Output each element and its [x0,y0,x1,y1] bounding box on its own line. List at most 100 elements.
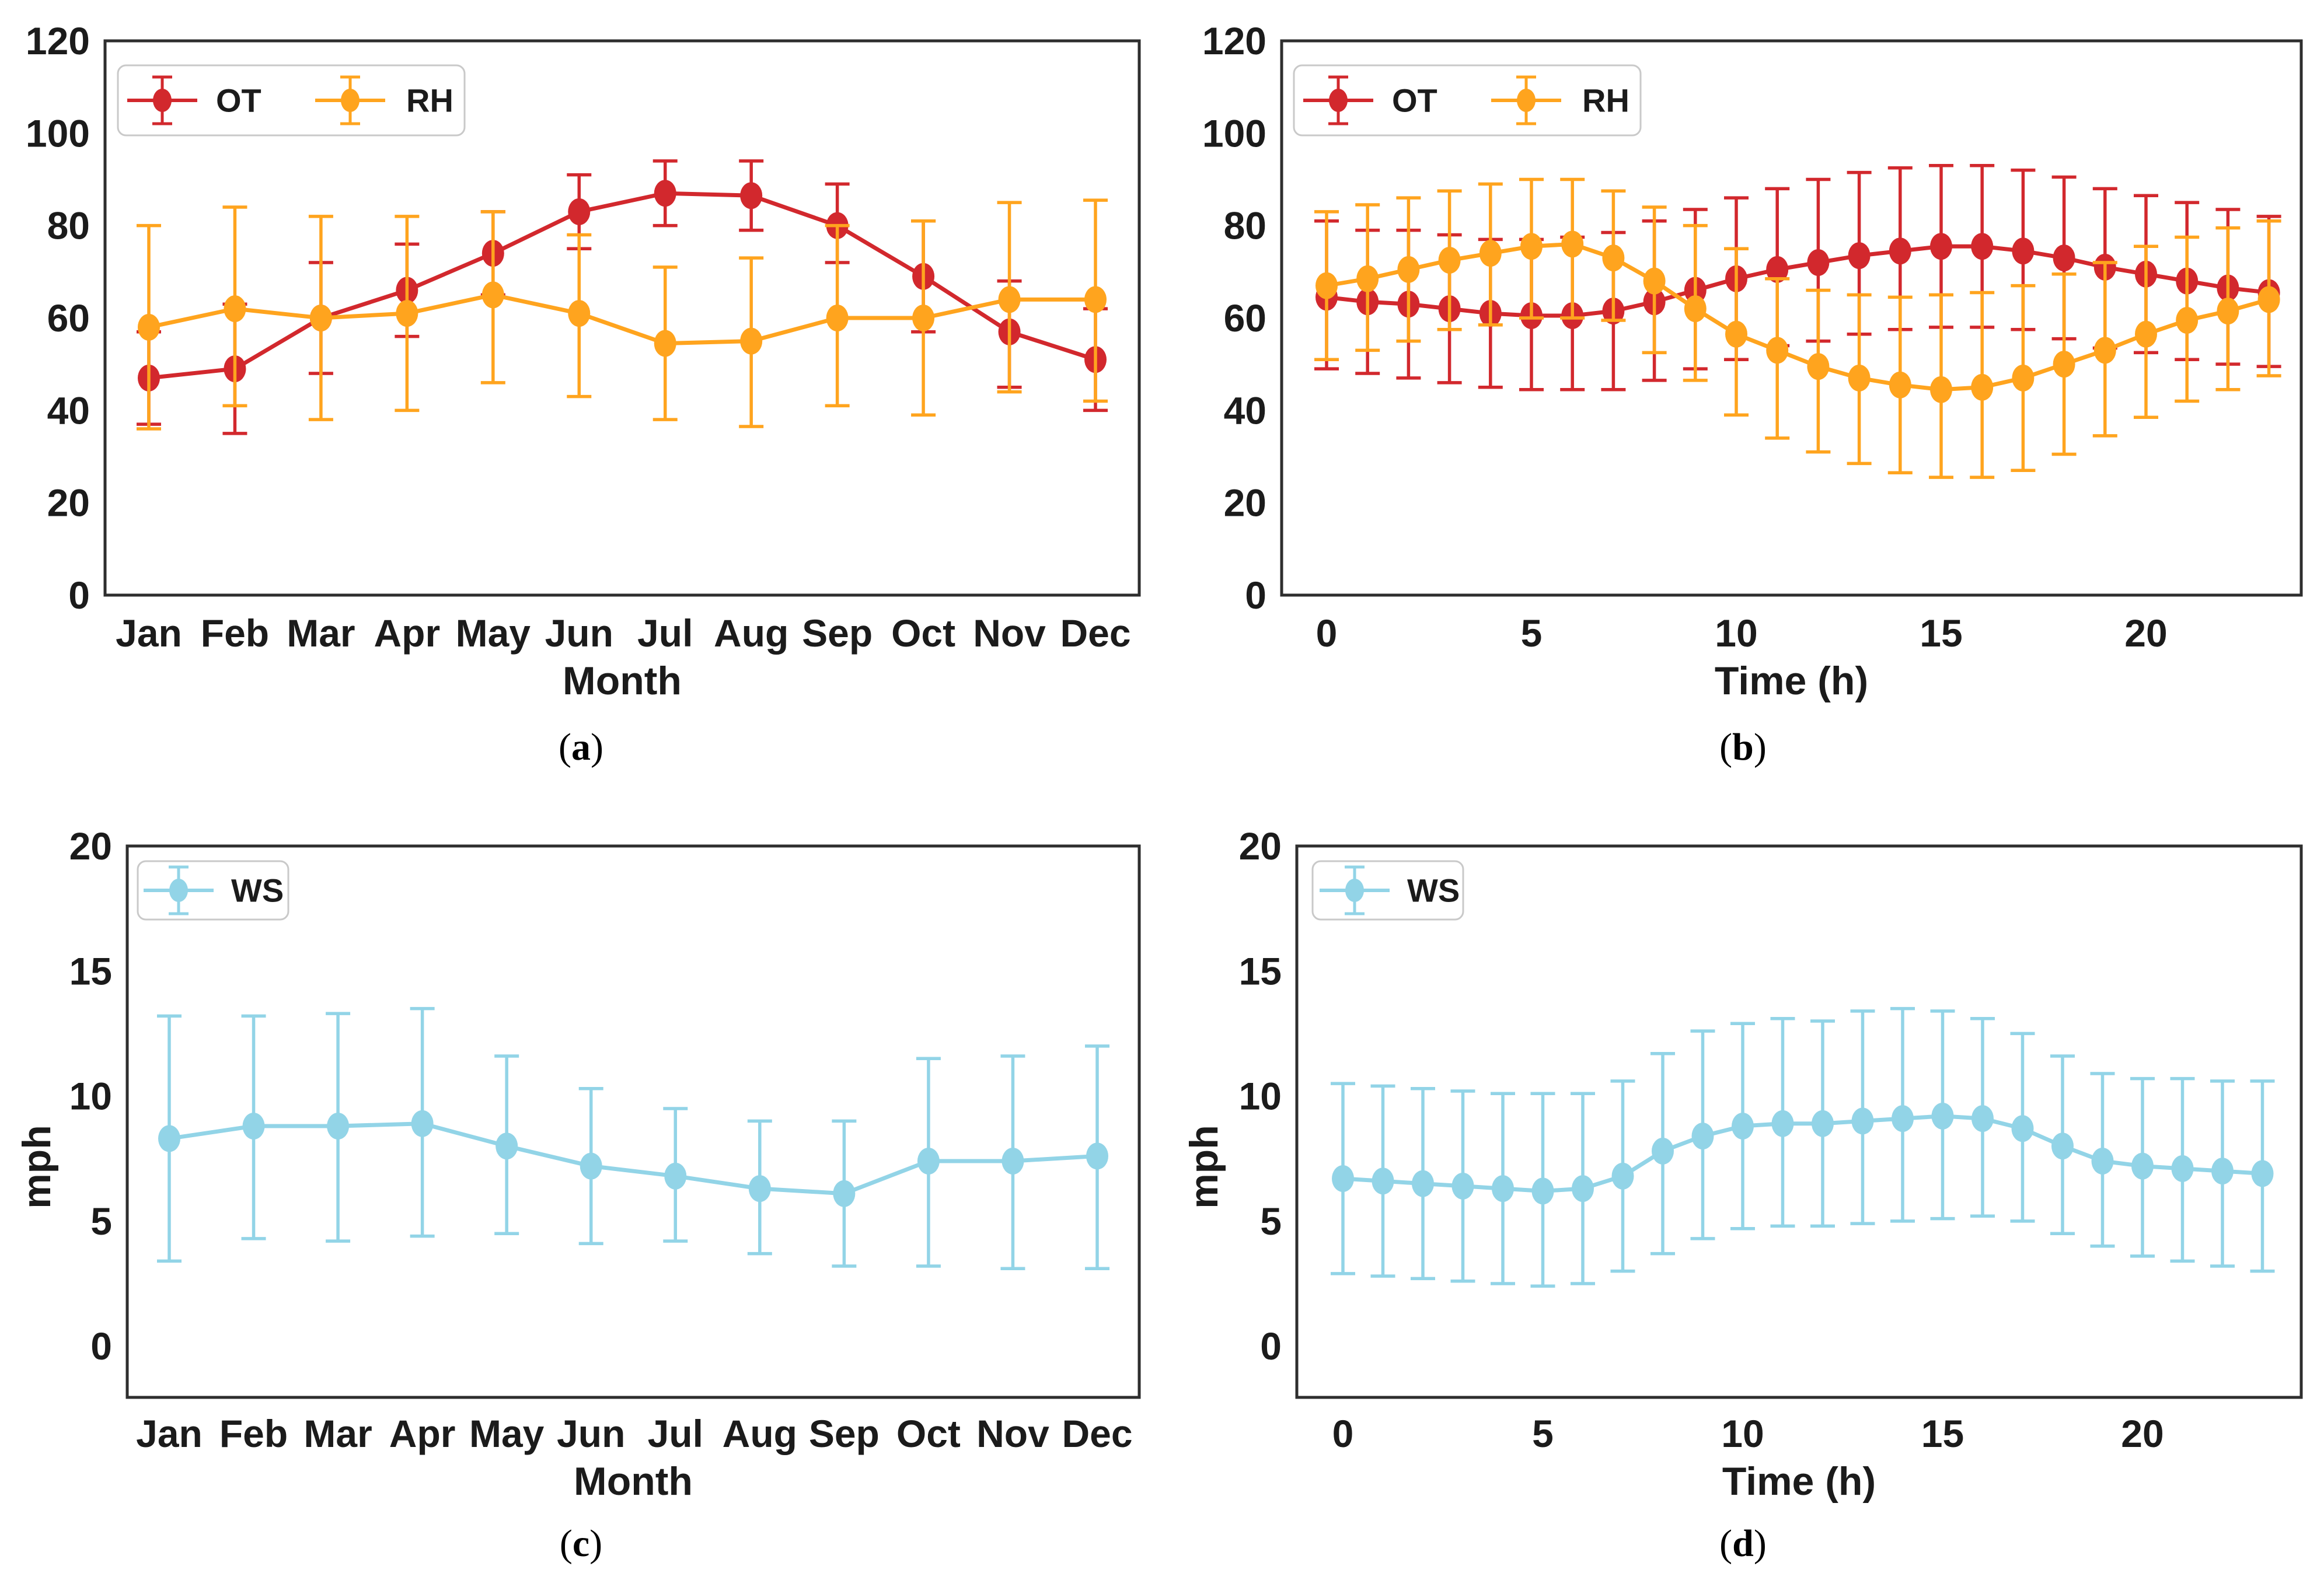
data-point-marker [1812,1110,1834,1137]
y-tick-label: 20 [1239,824,1282,868]
data-point-marker [2053,244,2075,272]
series-rh [1314,177,2281,479]
caption-paren-open: ( [559,726,571,768]
x-axis-label: Month [563,659,682,703]
x-tick-label: 20 [2124,611,2167,655]
data-point-marker [1652,1137,1674,1165]
data-point-marker [2053,351,2075,378]
data-point-marker [411,1110,434,1137]
data-point-marker [1807,353,1830,380]
data-point-marker [1520,233,1543,260]
data-point-marker [568,198,591,225]
legend-box [1293,64,1642,137]
legend-item-ws: WS [144,865,284,915]
data-point-marker [1971,233,1994,260]
data-point-marker [1002,1148,1024,1174]
y-tick-label: 60 [1224,296,1266,340]
series-ws [157,1006,1109,1271]
y-tick-label: 120 [26,19,90,62]
legend-marker [1345,879,1364,902]
caption-b: (b) [1162,725,2324,770]
y-tick-label: 20 [69,824,112,868]
y-tick-label: 0 [68,574,90,617]
legend-label: WS [1407,872,1460,909]
y-tick-label: 60 [47,296,90,340]
x-tick-label: Sep [802,611,873,655]
x-tick-label: May [456,611,531,655]
y-axis: 0 5 10 15 20 [1239,824,1282,1368]
x-tick-label: Apr [374,611,441,655]
data-point-marker [138,313,160,341]
data-point-marker [1412,1170,1434,1197]
legend-label: WS [231,872,284,909]
caption-paren-open: ( [1719,1522,1733,1565]
data-point-marker [1807,249,1830,276]
panel-a: 0 20 40 60 80 100 120 Jan Feb Mar Apr May Jun Jul Aug S… [0,0,1162,794]
data-point-marker [2176,306,2199,334]
y-axis-label: mph [1182,1125,1226,1209]
x-tick-label: 20 [2121,1412,2164,1455]
x-tick-label: Jul [637,611,693,655]
legend-marker [169,879,188,902]
panel-b: 0 20 40 60 80 100 120 0 5 10 15 20 Time (h) OT RH (b) [1162,0,2324,794]
data-point-marker [1971,373,1994,401]
panel-d: 0 5 10 15 20 0 5 10 15 20 Time (h) mph WS (d) [1162,805,2324,1587]
legend-marker [153,89,172,112]
data-point-marker [1931,1102,1954,1130]
data-point-marker [833,1180,856,1207]
legend: WS [137,860,289,921]
x-tick-label: Aug [714,611,788,655]
legend-item-ot: OT [127,75,261,125]
data-point-marker [1561,230,1584,258]
y-tick-label: 120 [1202,19,1266,62]
y-tick-label: 40 [47,389,90,432]
data-point-marker [580,1152,602,1180]
x-tick-label: Aug [723,1412,797,1455]
panel-c: 0 5 10 15 20 Jan Feb Mar Apr May Jun Jul Aug Sep Oct No… [0,805,1162,1587]
data-point-marker [740,182,763,209]
y-axis: 0 20 40 60 80 100 120 [1202,19,1266,617]
data-point-marker [2257,286,2280,313]
caption-a: (a) [0,725,1162,770]
y-tick-label: 0 [1260,1324,1282,1368]
data-point-marker [1572,1175,1594,1203]
legend-label: OT [216,82,261,119]
y-tick-label: 0 [90,1324,112,1368]
x-tick-label: Dec [1062,1412,1132,1455]
x-tick-label: 15 [1920,611,1962,655]
legend-marker [1329,89,1348,112]
caption-paren-close: ) [591,726,603,768]
data-point-marker [2093,337,2116,364]
x-tick-label: 10 [1715,611,1757,655]
data-point-marker [1766,337,1789,364]
y-tick-label: 20 [47,481,90,525]
legend-marker [1517,89,1536,112]
data-point-marker [1492,1175,1514,1203]
data-point-marker [1315,272,1338,299]
y-tick-label: 80 [47,204,90,247]
data-point-marker [2217,298,2239,325]
data-point-marker [2135,320,2157,348]
data-point-marker [1531,1177,1554,1205]
data-point-marker [2171,1155,2194,1182]
y-tick-label: 5 [1260,1200,1282,1243]
data-point-marker [1084,286,1107,313]
y-tick-label: 10 [1239,1075,1282,1118]
legend-item-ws: WS [1320,865,1460,915]
x-axis: Jan Feb Mar Apr May Jun Jul Aug Sep Oct Nov Dec [136,1412,1132,1455]
x-tick-label: 5 [1521,611,1543,655]
data-point-marker [242,1113,265,1139]
legend: WS [1311,860,1464,921]
data-point-marker [481,281,504,309]
x-tick-label: Feb [219,1412,288,1455]
data-point-marker [396,300,418,327]
x-tick-label: Jun [557,1412,625,1455]
caption-paren-open: ( [559,1522,573,1565]
data-point-marker [748,1175,771,1203]
data-point-marker [1766,256,1789,283]
x-tick-label: 10 [1721,1412,1764,1455]
y-tick-label: 80 [1224,204,1266,247]
legend: OT RH [117,64,466,137]
y-axis: 0 20 40 60 80 100 120 [26,19,90,617]
x-tick-label: 0 [1332,1412,1354,1455]
